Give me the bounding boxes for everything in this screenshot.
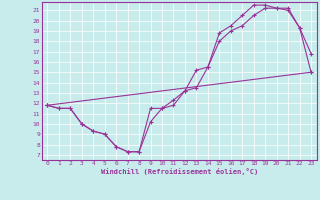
X-axis label: Windchill (Refroidissement éolien,°C): Windchill (Refroidissement éolien,°C) (100, 168, 258, 175)
